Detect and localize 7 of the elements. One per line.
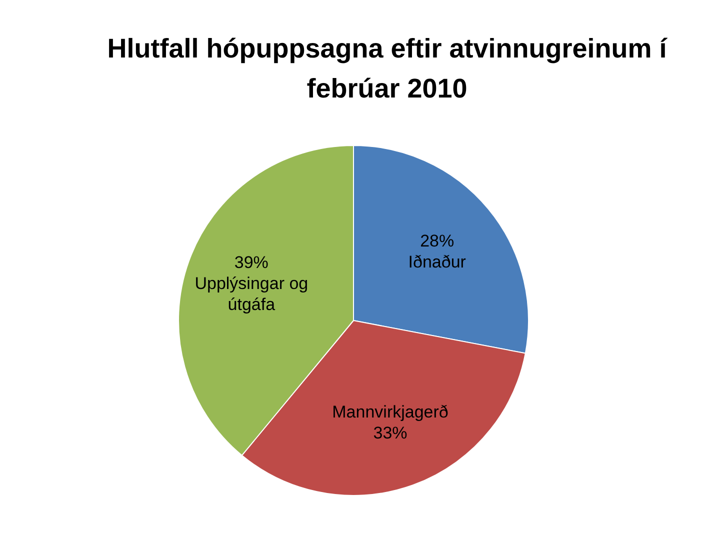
slice-label: Iðnaður bbox=[408, 252, 466, 272]
data-label: 33% bbox=[373, 424, 408, 443]
slice-label: Upplýsingar og útgáfa bbox=[194, 274, 308, 314]
data-label: 39% bbox=[234, 253, 268, 272]
data-label: 28% bbox=[420, 231, 454, 250]
slice-label: Mannvirkjagerð bbox=[332, 402, 448, 422]
chart-title: Hlutfall hópuppsagna eftir atvinnugreinum í febrúar 2010 bbox=[107, 34, 668, 104]
